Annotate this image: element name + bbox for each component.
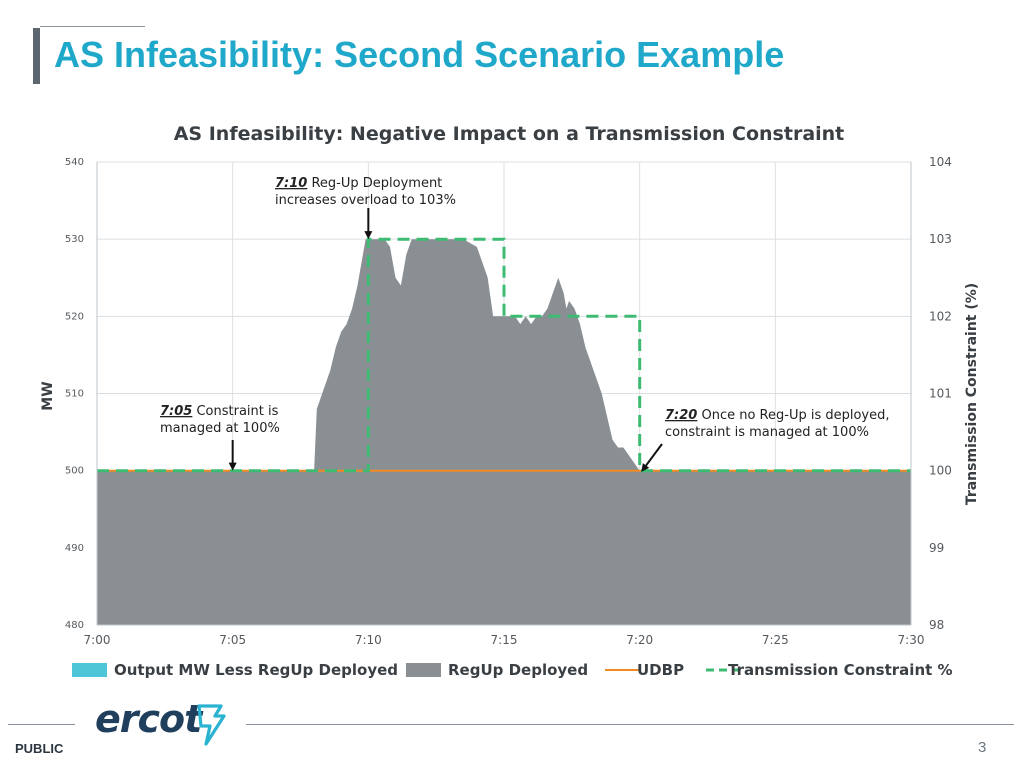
y2-tick-label: 104 — [929, 155, 952, 169]
y-tick-label: 520 — [65, 311, 84, 322]
series-area — [97, 239, 911, 625]
legend-label: Output MW Less RegUp Deployed — [114, 661, 398, 679]
title-accent-bar — [33, 28, 40, 84]
annotation-line: 7:05 Constraint is — [160, 404, 279, 419]
annotation-arrow — [641, 443, 663, 472]
annotation-line: constraint is managed at 100% — [665, 425, 869, 440]
slide-title: AS Infeasibility: Second Scenario Exampl… — [54, 34, 785, 75]
y2-axis-label: Transmission Constraint (%) — [964, 283, 980, 505]
top-rule — [40, 26, 145, 27]
series-line — [97, 237, 911, 473]
y2-tick-label: 101 — [929, 387, 952, 401]
x-tick-label: 7:05 — [219, 633, 246, 647]
annotation-line: 7:10 Reg-Up Deployment — [275, 176, 442, 191]
x-tick-label: 7:15 — [491, 633, 518, 647]
y2-tick-label: 103 — [929, 232, 952, 246]
y-tick-label: 500 — [65, 466, 84, 477]
annotation-text: 7:20 Once no Reg-Up is deployed, constrai… — [665, 408, 890, 440]
annotation-time: 7:10 — [275, 176, 307, 191]
y-tick-label: 490 — [65, 543, 84, 554]
annotation-text: 7:05 Constraint is managed at 100% — [160, 404, 280, 436]
x-tick-label: 7:30 — [898, 633, 925, 647]
legend: Output MW Less RegUp Deployed RegUp Deplo… — [72, 661, 953, 679]
x-tick-label: 7:00 — [84, 633, 111, 647]
x-tick-label: 7:20 — [626, 633, 653, 647]
annotation-line: managed at 100% — [160, 421, 280, 436]
page-number: 3 — [978, 739, 987, 756]
y-tick-label: 530 — [65, 234, 84, 245]
legend-swatch — [72, 663, 107, 677]
y-tick-label: 480 — [65, 620, 84, 631]
footer-public-label: PUBLIC — [15, 741, 64, 756]
annotation-time: 7:05 — [160, 404, 192, 419]
y-tick-label: 510 — [65, 389, 84, 400]
texas-mark-icon — [197, 704, 226, 746]
chart-title: AS Infeasibility: Negative Impact on a T… — [174, 123, 845, 145]
y2-tick-label: 100 — [929, 464, 952, 478]
ercot-logo: ercot — [95, 700, 230, 752]
y-axis-label: MW — [40, 381, 56, 410]
chart: AS Infeasibility: Negative Impact on a T… — [40, 123, 980, 679]
y2-tick-label: 98 — [929, 618, 944, 632]
y-tick-label: 540 — [65, 157, 84, 168]
logo-wordmark: ercot — [95, 697, 202, 741]
x-tick-label: 7:25 — [762, 633, 789, 647]
legend-label: UDBP — [637, 661, 684, 679]
y2-tick-label: 99 — [929, 541, 944, 555]
footer-rule-right — [246, 724, 1014, 725]
legend-label: Transmission Constraint % — [728, 661, 953, 679]
annotation-time: 7:20 — [665, 408, 697, 423]
x-tick-label: 7:10 — [355, 633, 382, 647]
annotation-line: 7:20 Once no Reg-Up is deployed, — [665, 408, 890, 423]
legend-swatch — [406, 663, 441, 677]
y2-tick-label: 102 — [929, 309, 952, 323]
footer-rule-left — [8, 724, 75, 725]
legend-label: RegUp Deployed — [448, 661, 588, 679]
annotation-text: 7:10 Reg-Up Deployment increases overload… — [275, 176, 456, 208]
annotation-line: increases overload to 103% — [275, 193, 456, 208]
